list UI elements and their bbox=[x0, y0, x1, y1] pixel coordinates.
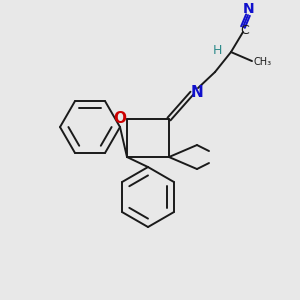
Text: O: O bbox=[113, 110, 127, 125]
Text: CH₃: CH₃ bbox=[254, 57, 272, 67]
Text: C: C bbox=[241, 24, 249, 37]
Text: H: H bbox=[212, 44, 222, 57]
Text: N: N bbox=[190, 85, 203, 100]
Text: N: N bbox=[243, 2, 255, 16]
